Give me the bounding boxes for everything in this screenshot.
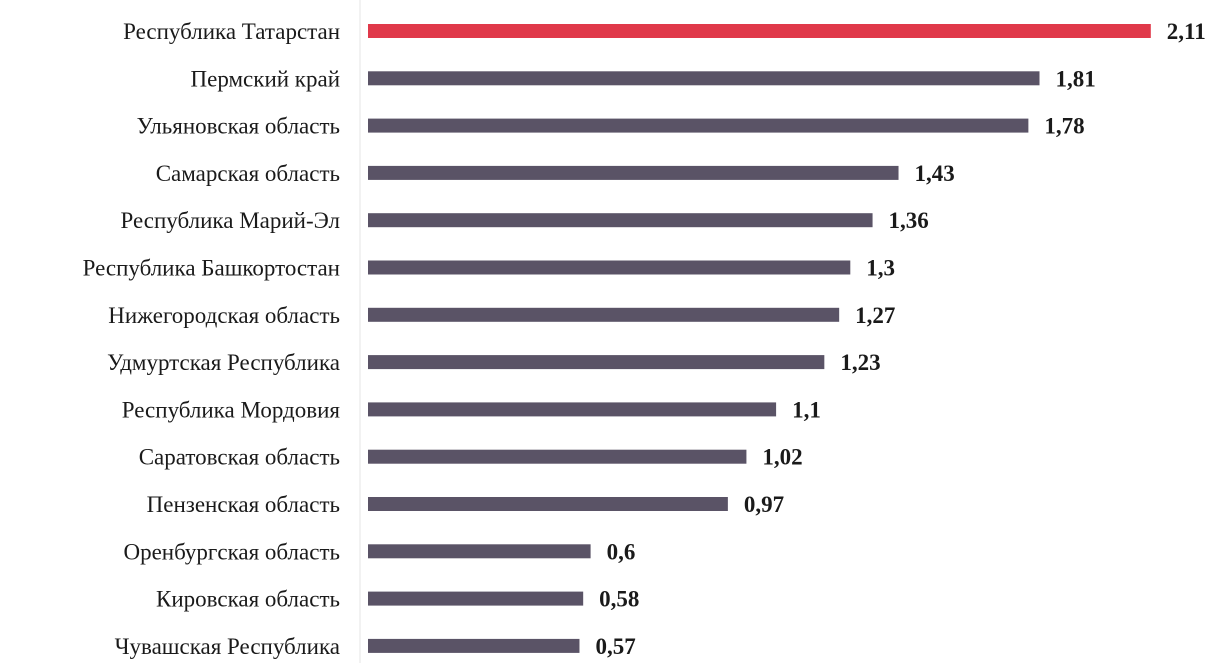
bar <box>368 497 728 511</box>
data-label: 1,81 <box>1056 66 1096 91</box>
category-label: Кировская область <box>156 587 340 612</box>
bar <box>368 213 873 228</box>
bar <box>368 544 591 559</box>
category-label: Самарская область <box>156 161 340 186</box>
category-label: Удмуртская Республика <box>107 350 340 375</box>
data-label: 0,57 <box>595 634 635 659</box>
category-label: Оренбургская область <box>123 539 340 564</box>
category-label: Республика Башкортостан <box>83 256 340 281</box>
bar <box>368 307 840 322</box>
category-label: Республика Марий-Эл <box>121 208 340 233</box>
category-label: Ульяновская область <box>137 114 340 139</box>
category-label: Нижегородская область <box>108 303 340 328</box>
data-label: 2,11 <box>1167 19 1206 44</box>
data-label: 1,27 <box>855 303 895 328</box>
category-label: Республика Татарстан <box>123 19 340 44</box>
data-label: 0,6 <box>607 539 636 564</box>
data-label: 1,23 <box>840 350 880 375</box>
bar <box>368 591 584 606</box>
bar-highlighted <box>368 24 1151 38</box>
bar <box>368 402 777 417</box>
category-label: Саратовская область <box>139 445 340 470</box>
bar <box>368 165 899 180</box>
category-label: Пермский край <box>191 66 340 91</box>
data-label: 1,78 <box>1044 114 1084 139</box>
data-label: 1,3 <box>866 256 895 281</box>
bar <box>368 638 580 653</box>
data-label: 1,1 <box>792 397 821 422</box>
category-label: Чувашская Республика <box>115 634 340 659</box>
data-label: 1,36 <box>889 208 929 233</box>
bar <box>368 71 1040 86</box>
bar <box>368 355 825 370</box>
data-label: 0,97 <box>744 492 784 517</box>
category-label: Республика Мордовия <box>122 397 341 422</box>
bar <box>368 260 851 275</box>
data-label: 1,02 <box>762 445 802 470</box>
data-label: 1,43 <box>915 161 955 186</box>
bar <box>368 449 747 464</box>
data-label: 0,58 <box>599 587 639 612</box>
category-label: Пензенская область <box>147 492 340 517</box>
bar <box>368 118 1029 133</box>
